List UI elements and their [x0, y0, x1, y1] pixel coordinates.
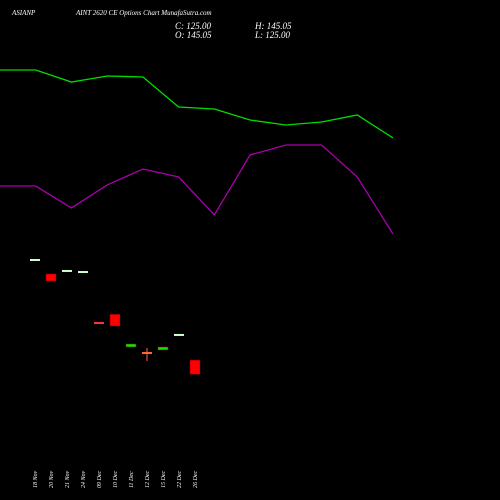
x-tick-label: 18 Nov: [33, 470, 39, 488]
x-tick-label: 24 Nov: [80, 470, 87, 488]
x-tick-label: 11 Dec: [129, 471, 135, 488]
low-label: L: 125.00: [254, 30, 291, 40]
candle-body: [174, 333, 184, 336]
chart-title: ASIANP: [11, 9, 36, 17]
candle-body: [94, 322, 104, 325]
high-label: H: 145.05: [254, 21, 292, 31]
indicator-line: [0, 69, 394, 139]
x-tick-label: 22 Dec: [177, 471, 183, 488]
x-tick-label: 26 Dec: [193, 471, 199, 488]
candle-body: [157, 346, 169, 351]
x-tick-label: 21 Nov: [65, 470, 71, 488]
open-label: O: 145.05: [175, 30, 212, 40]
candle-body: [78, 271, 88, 274]
x-tick-label: 12 Dec: [145, 471, 151, 488]
candle-body: [125, 343, 137, 348]
candle-body: [189, 359, 201, 375]
x-tick-label: 15 Dec: [161, 471, 167, 488]
candle-body: [45, 273, 57, 282]
chart-subtitle: AINT 2620 CE Options Chart MunafaSutra.c…: [75, 9, 212, 17]
x-tick-label: 20 Nov: [49, 470, 55, 488]
candle-body: [109, 314, 121, 327]
x-tick-label: 10 Dec: [113, 471, 119, 488]
indicator-line: [0, 144, 394, 235]
close-label: C: 125.00: [175, 21, 212, 31]
candle-body: [30, 259, 40, 261]
candle-body: [62, 269, 72, 272]
candle-body: [142, 352, 152, 355]
x-tick-label: 09 Dec: [97, 471, 103, 488]
